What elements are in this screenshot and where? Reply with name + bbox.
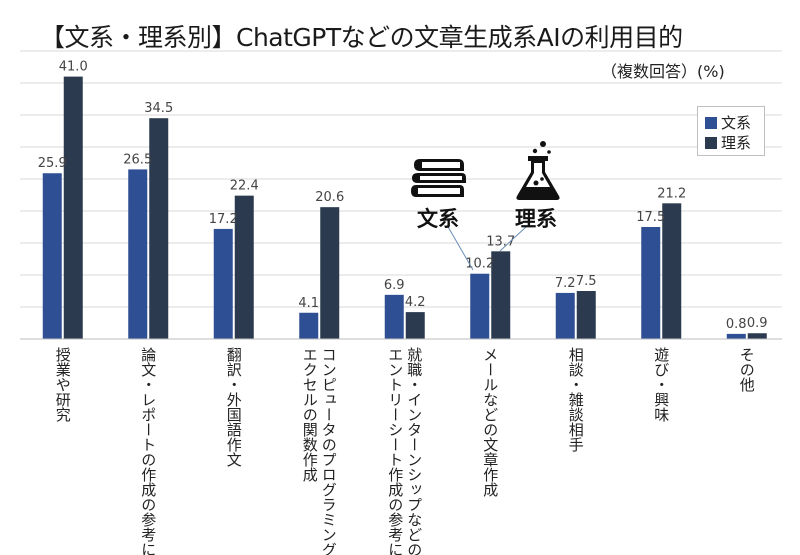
category-label-1: 論文・レポートの作成の参考に [139, 347, 157, 555]
legend-label-rikei: 理系 [721, 134, 752, 152]
value-label-bunkei-0: 25.9 [38, 156, 67, 171]
bar-rikei-1 [149, 118, 169, 339]
value-label-rikei-6: 7.5 [576, 274, 597, 289]
bar-bunkei-7 [641, 227, 661, 339]
bar-bunkei-3 [299, 312, 319, 339]
value-label-rikei-3: 20.6 [315, 190, 344, 205]
bar-bunkei-0 [42, 173, 62, 339]
bar-bunkei-2 [213, 228, 233, 339]
legend-entry-bunkei: 文系 [705, 112, 751, 133]
bar-rikei-5 [491, 251, 511, 339]
category-label-4-line-0: 就職・インターンシップなどの [405, 347, 423, 555]
value-labels: 25.9 41.0 26.5 34.5 17.2 22.4 4.1 20.6 6.94.2 10.… [38, 60, 768, 332]
category-label-3-line-0: コンピュータのプログラミング、 [320, 347, 338, 555]
annotation-rikei: 理系 [515, 207, 557, 231]
value-label-bunkei-4: 6.9 [384, 278, 405, 293]
category-label-8: その他 [738, 347, 756, 393]
bar-rikei-0 [63, 76, 83, 339]
value-label-bunkei-7: 17.5 [636, 210, 665, 225]
category-label-0: 授業や研究 [54, 347, 72, 423]
annotation-bunkei: 文系 [417, 207, 459, 231]
value-label-bunkei-6: 7.2 [555, 276, 576, 291]
value-label-rikei-2: 22.4 [230, 179, 259, 194]
books-icon [411, 159, 466, 197]
value-label-rikei-7: 21.2 [657, 186, 686, 201]
category-label-5: メールなどの文章作成 [481, 347, 499, 498]
chart-title: 【文系・理系別】ChatGPTなどの文章生成系AIの利用目的 [40, 23, 683, 52]
value-label-bunkei-1: 26.5 [123, 152, 152, 167]
category-label-3-line-1: エクセルの関数作成 [301, 347, 319, 483]
legend-label-bunkei: 文系 [721, 114, 752, 132]
bunkei-pointer-line [446, 224, 474, 271]
category-labels: 授業や研究 論文・レポートの作成の参考に 翻訳・外国語作文 コンピュータのプログラミン… [54, 347, 756, 555]
category-label-6: 相談・雑談相手 [567, 347, 585, 453]
category-label-7: 遊び・興味 [652, 347, 670, 422]
value-label-bunkei-2: 17.2 [209, 212, 238, 227]
legend-entry-rikei: 理系 [705, 132, 751, 153]
value-label-rikei-4: 4.2 [405, 295, 426, 310]
value-label-bunkei-5: 10.2 [465, 257, 494, 272]
bar-rikei-3 [320, 207, 340, 339]
bar-rikei-2 [234, 195, 254, 339]
value-label-bunkei-3: 4.1 [298, 296, 319, 311]
bar-rikei-8 [747, 333, 767, 339]
bar-bunkei-5 [470, 273, 490, 339]
bar-bunkei-1 [128, 169, 148, 339]
bar-bunkei-6 [555, 292, 575, 339]
rikei-pointer-line [499, 226, 527, 252]
value-label-rikei-5: 13.7 [486, 234, 515, 249]
category-label-2: 翻訳・外国語作文 [225, 347, 243, 467]
value-label-rikei-1: 34.5 [144, 101, 173, 116]
value-label-rikei-0: 41.0 [59, 60, 88, 75]
category-label-4-line-1: エントリーシート作成の参考に [386, 347, 404, 555]
legend-swatch-rikei [705, 136, 717, 149]
chart-subtitle: （複数回答）(%) [601, 62, 725, 81]
bar-bunkei-8 [726, 333, 746, 339]
bar-rikei-4 [405, 312, 425, 339]
legend-swatch-bunkei [705, 116, 717, 129]
bars [42, 76, 767, 339]
bar-bunkei-4 [384, 294, 404, 339]
value-label-bunkei-8: 0.8 [726, 317, 747, 332]
flask-icon [516, 141, 560, 200]
value-label-rikei-8: 0.9 [747, 316, 768, 331]
bar-rikei-6 [576, 291, 596, 339]
legend: 文系 理系 [697, 106, 765, 156]
bar-rikei-7 [662, 203, 682, 339]
